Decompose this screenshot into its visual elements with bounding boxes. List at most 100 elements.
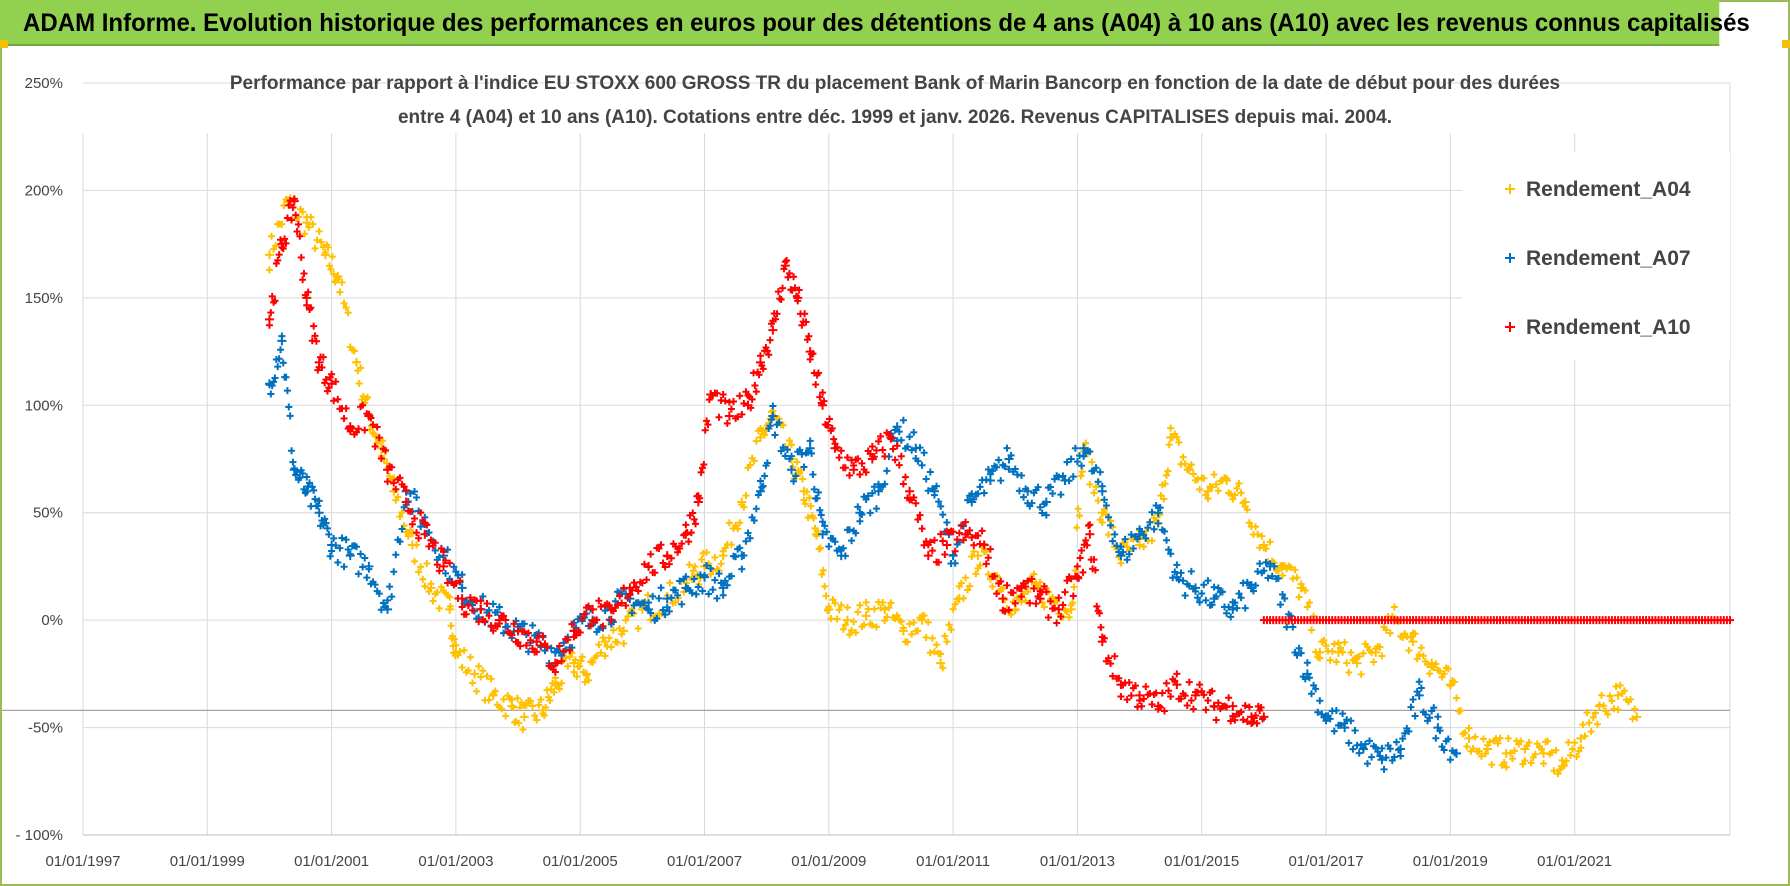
point-cloud [809, 470, 817, 478]
x-tick-label: 01/01/2001 [294, 853, 369, 870]
point-cloud [270, 245, 278, 253]
point-cloud [843, 453, 851, 461]
data-point-A10 [277, 239, 287, 249]
point-cloud [466, 594, 474, 602]
point-cloud [1055, 594, 1063, 602]
data-point-A10 [588, 604, 598, 614]
point-cloud [456, 577, 464, 585]
point-cloud [611, 597, 619, 605]
point-cloud [1229, 712, 1237, 720]
point-cloud [1163, 471, 1170, 479]
point-cloud [949, 528, 957, 536]
point-cloud [1179, 577, 1187, 585]
point-cloud [1076, 554, 1084, 562]
point-cloud [1253, 719, 1261, 727]
point-cloud [1083, 541, 1091, 549]
point-cloud [872, 505, 880, 513]
data-point-A07 [1321, 712, 1331, 722]
data-point-A10 [1016, 583, 1026, 593]
point-cloud [808, 449, 816, 457]
point-cloud [774, 288, 782, 296]
point-cloud [698, 556, 706, 564]
point-cloud [908, 630, 916, 638]
point-cloud [801, 310, 809, 318]
point-cloud [707, 564, 715, 572]
point-cloud [1187, 697, 1195, 705]
point-cloud [328, 253, 336, 261]
point-cloud [555, 685, 563, 693]
point-cloud [891, 456, 899, 464]
point-cloud [1363, 760, 1371, 768]
point-cloud [601, 652, 609, 660]
data-point-A07 [985, 475, 995, 485]
point-cloud [1343, 716, 1351, 724]
point-cloud [866, 509, 874, 517]
point-cloud [854, 608, 862, 616]
point-cloud [1469, 745, 1477, 753]
data-point-A04 [426, 583, 436, 593]
data-point-A10 [550, 658, 560, 668]
point-cloud [415, 568, 423, 576]
point-cloud [1415, 678, 1423, 686]
data-point-A10 [1072, 572, 1082, 582]
point-cloud [513, 694, 521, 702]
point-cloud [1022, 597, 1030, 605]
point-cloud [342, 536, 350, 544]
point-cloud [676, 544, 684, 552]
point-cloud [1332, 706, 1340, 714]
point-cloud [723, 419, 731, 427]
point-cloud [1007, 610, 1015, 618]
data-point-A07 [1340, 723, 1350, 733]
point-cloud [1616, 681, 1624, 689]
point-cloud [897, 617, 905, 625]
point-cloud [850, 618, 858, 626]
point-cloud [846, 631, 854, 639]
point-cloud [1465, 724, 1473, 732]
point-cloud [388, 593, 396, 601]
point-cloud [744, 529, 752, 537]
data-point-A07 [264, 379, 274, 389]
point-cloud [918, 525, 926, 533]
data-point-A04 [1259, 540, 1269, 550]
point-cloud [400, 483, 408, 491]
point-cloud [831, 599, 839, 607]
point-cloud [384, 596, 392, 604]
point-cloud [727, 572, 735, 580]
point-cloud [982, 548, 990, 556]
point-cloud [357, 550, 365, 558]
point-cloud [446, 559, 454, 567]
point-cloud [721, 577, 729, 585]
point-cloud [1183, 701, 1191, 709]
point-cloud [700, 461, 708, 469]
y-tick-label: - 100% [15, 827, 63, 844]
data-point-A07 [1377, 755, 1387, 765]
point-cloud [1411, 630, 1419, 638]
point-cloud [866, 450, 874, 458]
point-cloud [1125, 678, 1133, 686]
point-cloud [1237, 489, 1245, 497]
point-cloud [830, 435, 838, 443]
point-cloud [307, 304, 315, 312]
point-cloud [1038, 509, 1046, 517]
point-cloud [678, 600, 686, 608]
point-cloud [313, 236, 321, 244]
point-cloud [1328, 647, 1336, 655]
point-cloud [410, 487, 418, 495]
point-cloud [1378, 652, 1386, 660]
point-cloud [597, 603, 605, 611]
data-point-A07 [1153, 508, 1163, 518]
point-cloud [870, 605, 878, 613]
point-cloud [1171, 568, 1179, 576]
point-cloud [721, 544, 729, 552]
chart-legend: Rendement_A04 Rendement_A07 Rendement_A10 [1505, 178, 1691, 339]
point-cloud [678, 540, 686, 548]
point-cloud [672, 586, 680, 594]
point-cloud [1179, 453, 1187, 461]
point-cloud [1086, 480, 1094, 488]
point-cloud [336, 288, 344, 296]
point-cloud [1440, 670, 1448, 678]
data-point-A04 [581, 669, 591, 679]
data-point-A10 [923, 551, 933, 561]
point-cloud [1212, 480, 1220, 488]
